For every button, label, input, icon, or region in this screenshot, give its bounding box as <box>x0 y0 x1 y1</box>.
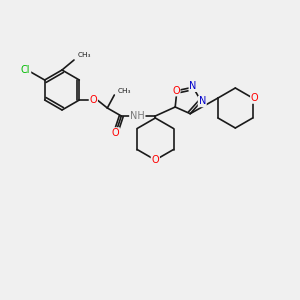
Text: N: N <box>189 81 197 91</box>
Text: NH: NH <box>130 111 145 121</box>
Text: O: O <box>89 95 97 105</box>
Text: CH₃: CH₃ <box>78 52 92 58</box>
Text: Cl: Cl <box>21 65 30 75</box>
Text: O: O <box>112 128 119 138</box>
Text: O: O <box>152 155 159 165</box>
Text: O: O <box>251 93 259 103</box>
Text: CH₃: CH₃ <box>117 88 131 94</box>
Text: O: O <box>172 85 180 96</box>
Text: N: N <box>199 97 206 106</box>
